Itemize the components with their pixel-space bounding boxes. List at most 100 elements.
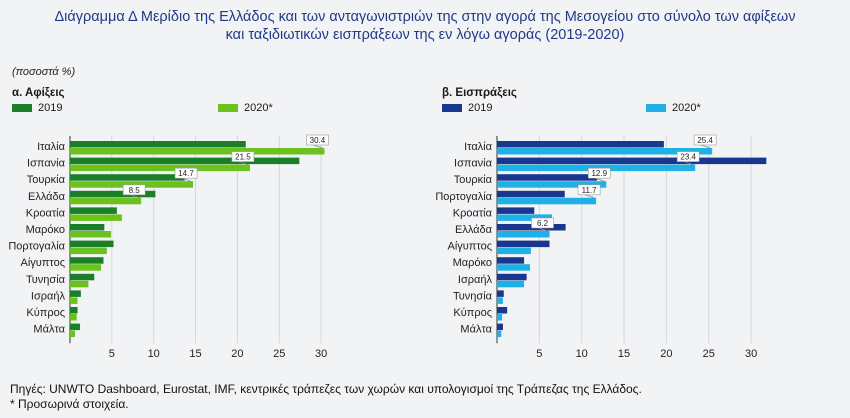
bar xyxy=(70,141,246,148)
x-tick-label: 25 xyxy=(273,348,285,360)
chart-title: Διάγραμμα Δ Μερίδιο της Ελλάδος και των … xyxy=(0,8,850,44)
data-label: 11.7 xyxy=(582,186,598,195)
legend-b-2019: 2019 xyxy=(442,102,492,114)
data-label: 23.4 xyxy=(680,153,696,162)
bar xyxy=(497,314,503,321)
data-label: 30.4 xyxy=(310,136,326,145)
bar xyxy=(497,197,597,205)
bar xyxy=(70,224,105,231)
category-label: Τουρκία xyxy=(27,174,66,186)
category-label: Ισπανία xyxy=(27,158,66,170)
legend-label: 2020* xyxy=(672,102,701,114)
legend-label: 2019 xyxy=(468,102,493,114)
bar xyxy=(70,247,107,255)
category-label: Κροατία xyxy=(453,207,493,219)
bar xyxy=(497,280,525,288)
bar xyxy=(70,164,250,172)
bar xyxy=(497,240,550,248)
bar xyxy=(70,240,114,248)
x-tick-label: 30 xyxy=(745,348,757,360)
bar xyxy=(497,290,504,297)
legend-a-2019: 2019 xyxy=(12,102,62,114)
category-label: Πορτογαλία xyxy=(8,241,65,253)
category-label: Μάλτα xyxy=(460,324,492,336)
bar xyxy=(70,290,81,297)
data-label-box xyxy=(531,217,554,229)
data-label: 12.9 xyxy=(591,169,607,178)
data-label: 6.2 xyxy=(537,219,549,228)
bar xyxy=(497,247,531,255)
bar xyxy=(70,148,325,155)
category-label: Αίγυπτος xyxy=(21,257,66,269)
bar xyxy=(70,181,194,188)
bar xyxy=(70,231,112,238)
category-label: Μαρόκο xyxy=(26,224,65,236)
legend-swatch xyxy=(12,104,32,112)
bar xyxy=(497,231,550,238)
x-tick-label: 20 xyxy=(660,348,672,360)
source-note: Πηγές: UNWTO Dashboard, Eurostat, IMF, κ… xyxy=(10,382,642,396)
category-label: Κύπρος xyxy=(26,307,65,319)
legend-swatch xyxy=(442,104,462,112)
data-label-box xyxy=(577,184,601,196)
bar xyxy=(70,314,77,321)
category-label: Τυνησία xyxy=(453,290,493,302)
legend-swatch xyxy=(218,104,238,112)
bar xyxy=(70,157,300,165)
data-label-box xyxy=(122,184,146,196)
bar xyxy=(70,264,101,271)
legend-swatch xyxy=(646,104,666,112)
bar xyxy=(497,148,713,155)
data-label-box xyxy=(174,167,198,179)
bar xyxy=(70,323,81,331)
bar xyxy=(70,273,95,281)
chart-title-line2: και ταξιδιωτικών εισπράξεων της εν λόγω … xyxy=(225,27,625,43)
category-label: Μαρόκο xyxy=(453,257,492,269)
bar xyxy=(497,214,553,221)
data-label: 25.4 xyxy=(697,136,713,145)
category-label: Ιταλία xyxy=(464,141,493,153)
category-label: Ελλάδα xyxy=(455,224,493,236)
category-label: Τουρκία xyxy=(454,174,493,186)
bar xyxy=(70,257,104,264)
bar xyxy=(497,181,607,188)
bar xyxy=(497,174,597,181)
data-label-box xyxy=(676,151,700,162)
bar xyxy=(70,197,142,205)
unit-label: (ποσοστά %) xyxy=(12,66,76,78)
bar xyxy=(70,330,76,338)
bar xyxy=(497,190,565,198)
bar xyxy=(70,190,156,198)
bar xyxy=(497,257,525,264)
category-label: Ελλάδα xyxy=(28,191,66,203)
bar xyxy=(497,264,531,271)
x-tick-label: 20 xyxy=(231,348,243,360)
bar xyxy=(70,280,89,288)
category-label: Πορτογαλία xyxy=(435,191,492,203)
data-label-box xyxy=(587,167,611,179)
x-tick-label: 10 xyxy=(148,348,160,360)
data-label-box xyxy=(693,134,717,146)
data-label-box xyxy=(306,134,329,146)
bar xyxy=(70,297,78,304)
x-tick-label: 30 xyxy=(315,348,327,360)
bar xyxy=(497,141,664,148)
x-tick-label: 5 xyxy=(536,348,542,360)
category-label: Κροατία xyxy=(26,207,66,219)
bar xyxy=(497,157,767,165)
category-label: Μάλτα xyxy=(33,324,65,336)
provisional-note: * Προσωρινά στοιχεία. xyxy=(10,397,129,411)
x-tick-label: 15 xyxy=(618,348,630,360)
bar xyxy=(497,207,535,214)
footer-notes: Πηγές: UNWTO Dashboard, Eurostat, IMF, κ… xyxy=(10,382,642,412)
bar xyxy=(70,307,78,314)
legend-a-2020: 2020* xyxy=(218,102,273,114)
panel-a-title: α. Αφίξεις xyxy=(12,87,65,99)
data-label: 21.5 xyxy=(235,153,251,162)
x-tick-label: 25 xyxy=(703,348,715,360)
chart-title-line1: Διάγραμμα Δ Μερίδιο της Ελλάδος και των … xyxy=(54,9,796,25)
x-tick-label: 15 xyxy=(189,348,201,360)
category-label: Ιταλία xyxy=(37,141,66,153)
x-tick-label: 5 xyxy=(109,348,115,360)
